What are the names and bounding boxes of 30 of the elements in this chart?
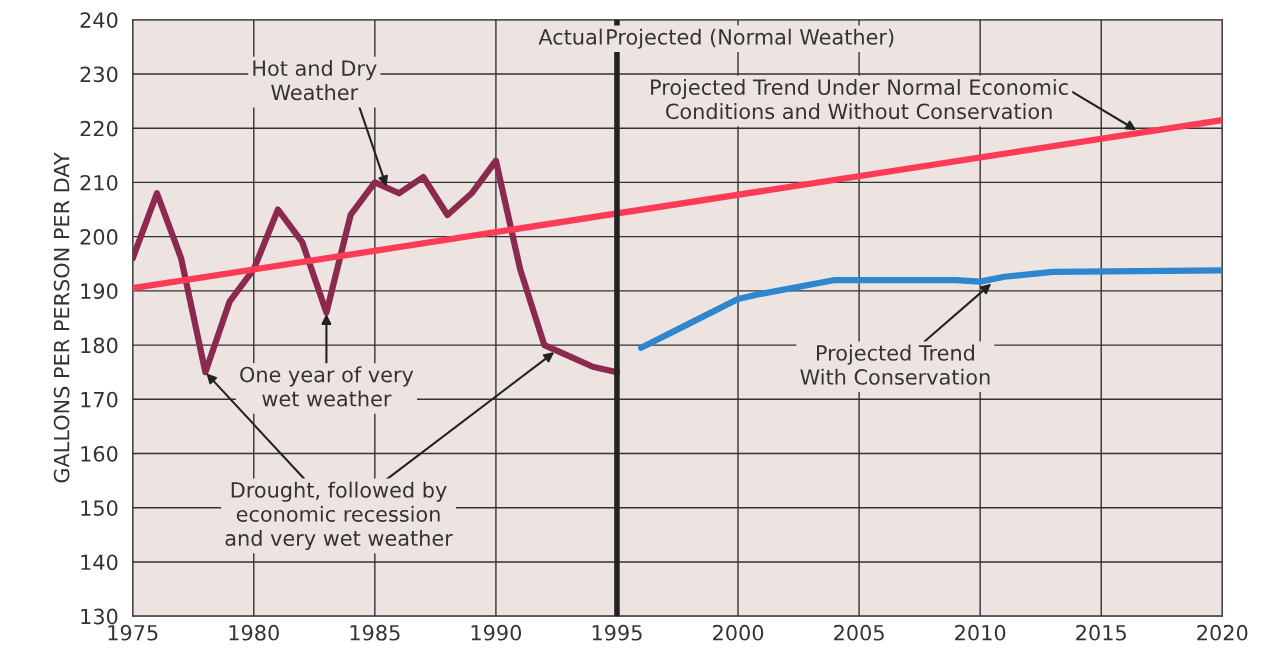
annotation: One year of very wet weather — [240, 366, 414, 407]
x-tick-label: 1975 — [108, 624, 158, 641]
x-tick-label: 2010 — [955, 624, 1006, 641]
annotation: Projected Trend Under Normal Economic Conditions and Without Conservation — [651, 78, 1068, 120]
x-tick-label: 2000 — [713, 624, 764, 641]
x-tick-label: 2015 — [1076, 624, 1126, 641]
y-tick-label: 160 — [81, 445, 118, 462]
y-tick-label: 230 — [80, 66, 118, 83]
y-tick-label: 240 — [80, 12, 118, 28]
y-tick-label: 150 — [81, 500, 118, 516]
y-axis-title: GALLONS PER PERSON PER DAY — [53, 152, 70, 483]
x-tick-label: 1980 — [229, 624, 279, 641]
y-tick-label: 200 — [80, 229, 118, 245]
annotation: Drought, followed by economic recession and very wet weather — [225, 481, 453, 551]
x-tick-label: 1995 — [592, 624, 642, 641]
annotation: Actual — [538, 28, 602, 45]
x-tick-label: 1990 — [471, 624, 522, 641]
y-tick-label: 140 — [81, 554, 118, 571]
x-tick-label: 1985 — [350, 624, 400, 641]
x-tick-label: 2005 — [834, 624, 884, 641]
annotation: Hot and Dry Weather — [253, 59, 377, 101]
annotation: Projected Trend With Conservation — [800, 344, 990, 385]
y-tick-label: 210 — [80, 174, 118, 191]
x-tick-label: 2020 — [1197, 624, 1248, 641]
y-tick-label: 190 — [81, 283, 118, 300]
annotation: Projected (Normal Weather) — [607, 28, 894, 49]
y-tick-label: 170 — [81, 391, 118, 408]
y-tick-label: 130 — [81, 608, 118, 625]
y-tick-label: 220 — [80, 120, 118, 137]
y-tick-label: 180 — [81, 337, 118, 354]
